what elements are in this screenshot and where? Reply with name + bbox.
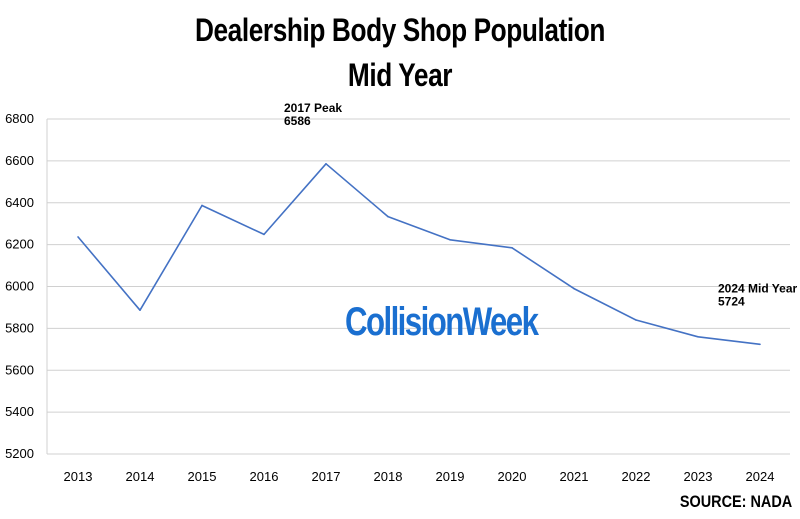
gridlines [47,118,790,455]
y-tick-label: 6400 [5,195,34,210]
annotation-label: 5724 [718,294,745,308]
data-point [387,215,389,218]
data-point [263,233,265,236]
y-tick-label: 5600 [5,362,34,377]
x-tick-label: 2019 [436,469,465,484]
data-point [573,287,575,290]
chart-subtitle: Mid Year [347,57,453,93]
y-tick-label: 6800 [5,111,34,126]
data-point [635,319,637,321]
data-point [139,309,141,311]
annotation-label: 2017 Peak [284,101,342,115]
data-point [759,343,761,346]
annotation-label: 2024 Mid Year [718,281,797,295]
y-tick-label: 6600 [5,153,34,168]
collisionweek-watermark: CollisionWeek [345,300,539,344]
x-tick-label: 2022 [622,469,651,484]
y-tick-label: 6000 [5,279,34,294]
data-point [697,335,699,338]
source-label: SOURCE: NADA [679,492,792,511]
x-tick-label: 2024 [746,469,775,484]
y-tick-label: 6200 [5,237,34,252]
x-tick-label: 2020 [498,469,527,484]
series-line [77,163,761,346]
data-point [77,236,79,238]
x-tick-label: 2015 [188,469,217,484]
x-tick-label: 2014 [126,469,155,484]
series-lines [77,163,761,346]
x-tick-label: 2018 [374,469,403,484]
x-tick-label: 2021 [560,469,589,484]
x-tick-label: 2016 [250,469,279,484]
x-tick-label: 2023 [684,469,713,484]
y-tick-label: 5800 [5,320,34,335]
y-axis: 5200 5400 5600 5800 6000 6200 6400 6600 6800 [5,111,48,461]
x-tick-label: 2013 [64,469,93,484]
data-point [449,239,451,241]
x-tick-label: 2017 [312,469,341,484]
chart-title: Dealership Body Shop Population [194,12,606,48]
x-axis: 2013 2014 2015 2016 2017 2018 2019 2020 2021 2022… [64,469,775,484]
annotation-label: 6586 [284,114,311,128]
y-tick-label: 5200 [5,446,34,461]
data-point [201,204,203,207]
data-point [325,163,327,165]
data-point [511,246,513,249]
y-tick-label: 5400 [5,404,34,419]
